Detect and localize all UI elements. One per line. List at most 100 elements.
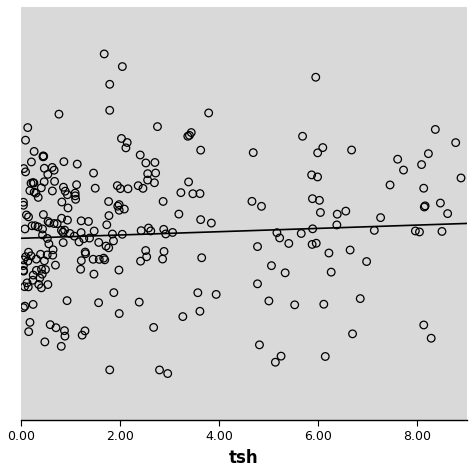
Point xyxy=(118,230,126,238)
Point xyxy=(30,189,38,196)
Point xyxy=(105,198,112,205)
Point xyxy=(317,209,324,216)
Point xyxy=(48,187,56,195)
Point xyxy=(90,270,98,278)
Point xyxy=(265,297,273,305)
Point xyxy=(437,199,444,207)
Point xyxy=(139,184,147,192)
Point xyxy=(177,189,185,196)
Point xyxy=(44,218,52,225)
Point xyxy=(19,199,27,206)
Point xyxy=(46,219,54,227)
Point xyxy=(95,255,103,263)
Point xyxy=(27,252,35,260)
Point xyxy=(38,270,46,278)
Point xyxy=(29,271,37,279)
Point xyxy=(115,266,123,274)
Point xyxy=(371,227,378,234)
Point xyxy=(78,331,86,339)
Point xyxy=(321,353,329,360)
Point xyxy=(418,161,425,168)
Point xyxy=(37,250,45,258)
Point xyxy=(50,166,58,174)
Point xyxy=(377,214,384,221)
Point xyxy=(78,257,85,264)
Point xyxy=(30,179,38,187)
Point xyxy=(197,146,204,154)
Point xyxy=(316,197,323,204)
Point xyxy=(63,297,71,304)
Point xyxy=(169,228,176,236)
Point xyxy=(144,170,152,177)
Point xyxy=(255,341,263,349)
Point xyxy=(411,227,419,235)
Point xyxy=(314,173,321,181)
Point xyxy=(394,155,401,163)
Point xyxy=(349,330,356,337)
Point xyxy=(22,137,29,144)
Point xyxy=(27,158,35,166)
Point xyxy=(32,189,40,197)
Point xyxy=(185,178,192,186)
Point xyxy=(19,262,27,269)
Point xyxy=(150,324,157,331)
Point xyxy=(61,226,68,234)
Point xyxy=(75,238,83,246)
Point xyxy=(325,249,333,257)
Point xyxy=(58,214,65,222)
Point xyxy=(319,144,327,151)
Point xyxy=(37,284,45,292)
Point xyxy=(19,304,27,311)
Point xyxy=(29,276,36,284)
Point xyxy=(333,221,341,229)
Point xyxy=(23,279,31,287)
Point xyxy=(346,246,354,254)
Point xyxy=(33,255,40,263)
Point xyxy=(151,179,158,187)
Point xyxy=(444,210,451,218)
Point xyxy=(425,150,432,157)
Point xyxy=(110,289,118,296)
Point xyxy=(276,234,283,242)
Point xyxy=(196,190,204,197)
Point xyxy=(60,158,68,165)
Point xyxy=(106,81,113,88)
Point xyxy=(19,201,27,209)
Point xyxy=(25,283,32,291)
Point xyxy=(187,129,195,137)
Point xyxy=(90,255,97,263)
Point xyxy=(40,211,47,219)
Point xyxy=(258,202,265,210)
Point xyxy=(73,160,81,168)
Point xyxy=(34,223,42,231)
Point xyxy=(184,132,191,140)
Point xyxy=(189,190,197,198)
Point xyxy=(35,281,43,288)
Point xyxy=(86,234,93,242)
Point xyxy=(77,229,85,237)
Point xyxy=(164,370,172,377)
Point xyxy=(147,227,155,235)
Point xyxy=(312,239,320,247)
Point xyxy=(122,144,130,152)
Point xyxy=(54,220,61,228)
Point xyxy=(20,165,27,173)
Point xyxy=(154,123,161,130)
Point xyxy=(49,246,57,254)
Point xyxy=(205,109,212,117)
Point xyxy=(44,171,52,178)
Point xyxy=(194,289,201,297)
Point xyxy=(52,261,59,269)
Point xyxy=(25,248,32,256)
Point xyxy=(285,240,292,247)
Point xyxy=(37,184,45,191)
Point xyxy=(123,139,131,146)
Point xyxy=(420,184,428,192)
Point xyxy=(64,216,71,224)
Point xyxy=(142,159,150,167)
Point xyxy=(160,226,167,233)
Point xyxy=(91,227,98,235)
Point xyxy=(106,107,113,114)
Point xyxy=(309,225,317,233)
Point xyxy=(151,159,159,166)
